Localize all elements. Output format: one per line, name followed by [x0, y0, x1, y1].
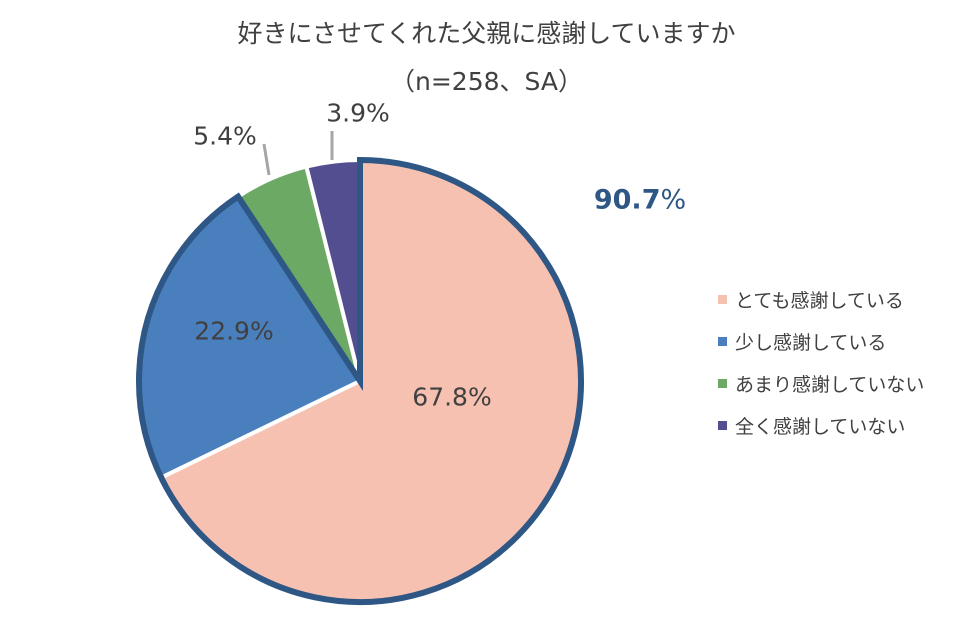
legend-swatch-icon: [718, 420, 727, 430]
legend-label: 少し感謝している: [735, 331, 887, 354]
legend-swatch-icon: [718, 294, 727, 304]
highlight-outline: [136, 156, 584, 605]
chart-subtitle: （n=258、SA）: [390, 67, 583, 96]
leader-line: [262, 143, 271, 176]
legend-item-not-very-grateful: あまり感謝していない: [718, 362, 924, 404]
legend-swatch-icon: [718, 336, 727, 346]
legend-item-not-grateful: 全く感謝していない: [718, 404, 924, 446]
chart-title: 好きにさせてくれた父親に感謝していますか: [237, 19, 736, 48]
legend-label: 全く感謝していない: [735, 415, 906, 438]
slice-label-somewhat-grateful: 22.9%: [194, 316, 274, 346]
legend-swatch-icon: [718, 378, 727, 388]
legend-label: あまり感謝していない: [735, 373, 925, 396]
slice-label-not-grateful: 3.9%: [326, 98, 390, 128]
total-annotation: 90.7%: [594, 185, 686, 216]
legend: とても感謝している 少し感謝している あまり感謝していない 全く感謝していない: [718, 278, 924, 446]
slice-label-not-very-grateful: 5.4%: [193, 121, 257, 151]
legend-item-somewhat-grateful: 少し感謝している: [718, 320, 924, 362]
total-value: 90.7: [593, 184, 661, 216]
legend-label: とても感謝している: [735, 289, 904, 312]
total-unit: %: [660, 184, 687, 216]
slice-label-very-grateful: 67.8%: [412, 382, 492, 412]
legend-item-very-grateful: とても感謝している: [718, 278, 924, 320]
